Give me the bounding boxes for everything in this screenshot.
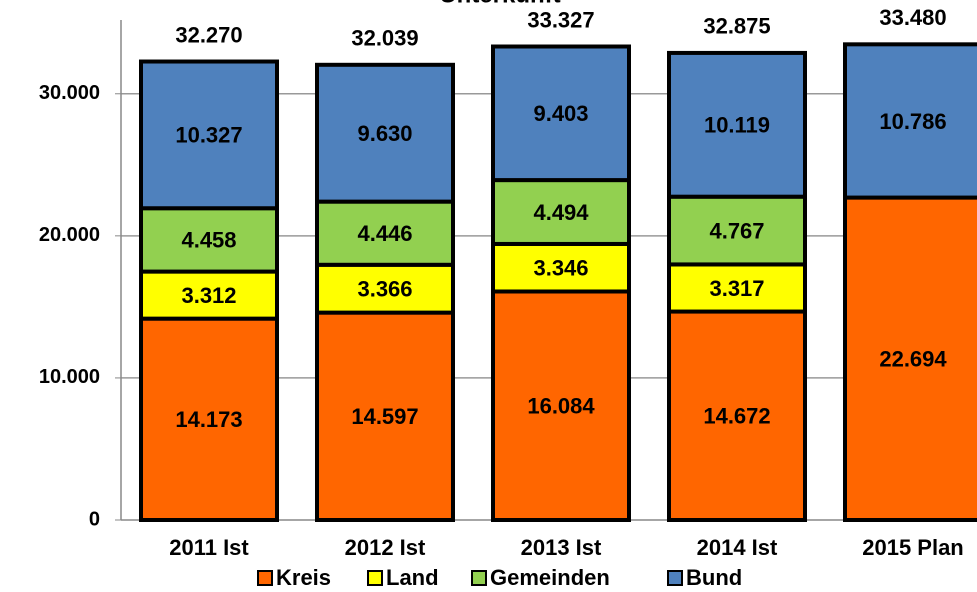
bar-segment: [843, 42, 977, 200]
total-label: 33.480: [879, 5, 946, 30]
value-label: 10.786: [879, 109, 946, 134]
total-label: 32.270: [175, 22, 242, 47]
x-tick-label: 2011 Ist: [169, 535, 249, 560]
value-label: 22.694: [879, 347, 947, 372]
value-label: 10.119: [704, 113, 770, 138]
bar-segment: [315, 199, 455, 267]
legend-label: Gemeinden: [490, 565, 610, 590]
value-label: 16.084: [527, 394, 595, 419]
total-label: 32.875: [703, 14, 770, 39]
x-tick-label: 2012 Ist: [345, 535, 426, 560]
bar-segment: [491, 44, 631, 183]
bar-segment: [667, 262, 807, 314]
bar-segment: [139, 59, 279, 211]
y-tick-label: 20.000: [39, 224, 100, 246]
x-tick-label: 2014 Ist: [697, 535, 778, 560]
value-label: 3.317: [709, 276, 764, 301]
total-label: 32.039: [351, 26, 418, 51]
chart-title: Unterkunft: [439, 0, 560, 8]
legend-swatch: [471, 570, 487, 586]
total-label: 33.327: [527, 7, 594, 32]
value-label: 9.630: [357, 121, 412, 146]
y-tick-label: 0: [89, 508, 100, 530]
bar-segment: [667, 309, 807, 522]
legend-swatch: [367, 570, 383, 586]
bar-segment: [139, 316, 279, 522]
x-tick-label: 2015 Plan: [862, 535, 964, 560]
value-label: 14.173: [175, 407, 242, 432]
bar-segment: [667, 194, 807, 267]
bar-segment: [315, 62, 455, 204]
legend-label: Land: [386, 565, 439, 590]
value-label: 14.672: [703, 404, 770, 429]
value-label: 4.458: [181, 228, 236, 253]
bar-segment: [491, 289, 631, 523]
legend-label: Bund: [686, 565, 742, 590]
y-tick-label: 10.000: [39, 366, 100, 388]
value-label: 4.446: [357, 221, 412, 246]
value-label: 3.346: [533, 256, 588, 281]
value-label: 3.312: [181, 283, 236, 308]
value-label: 4.767: [709, 218, 764, 243]
value-label: 3.366: [357, 277, 412, 302]
legend-swatch: [257, 570, 273, 586]
value-label: 14.597: [351, 404, 418, 429]
x-tick-label: 2013 Ist: [521, 535, 602, 560]
value-label: 4.494: [533, 200, 589, 225]
value-label: 9.403: [533, 101, 588, 126]
bar-segment: [843, 195, 977, 522]
bar-segment: [667, 50, 807, 199]
value-label: 10.327: [175, 123, 242, 148]
legend-swatch: [667, 570, 683, 586]
legend-label: Kreis: [276, 565, 331, 590]
y-tick-label: 30.000: [39, 82, 100, 104]
